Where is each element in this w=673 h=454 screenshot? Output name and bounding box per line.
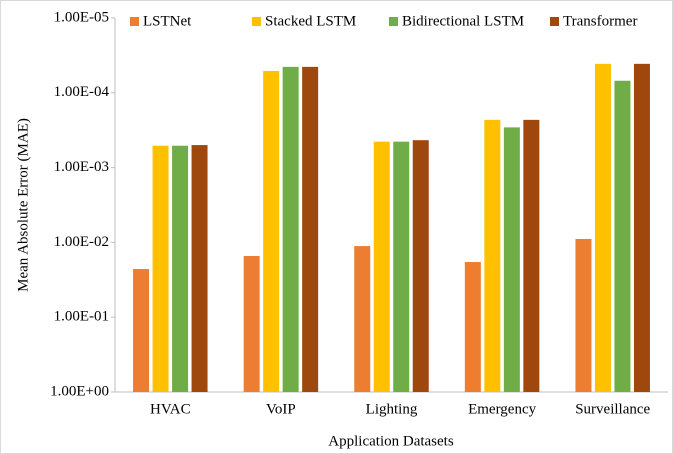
bar xyxy=(282,66,299,393)
bar xyxy=(302,66,319,393)
x-tick-label: Surveillance xyxy=(575,401,650,417)
y-tick-label: 1.00E-01 xyxy=(54,309,109,325)
x-tick-label: HVAC xyxy=(150,401,191,417)
bar xyxy=(172,145,189,392)
bar xyxy=(614,80,631,392)
legend-label: Stacked LSTM xyxy=(265,13,356,29)
y-tick-label: 1.00E-04 xyxy=(54,84,110,100)
bar xyxy=(263,70,280,393)
legend-swatch xyxy=(389,17,398,26)
legend-swatch xyxy=(252,17,261,26)
bar xyxy=(412,140,429,392)
bar xyxy=(575,238,592,392)
bar xyxy=(152,145,169,392)
bar xyxy=(191,145,208,392)
x-tick-label: Lighting xyxy=(366,401,418,417)
legend-label: Bidirectional LSTM xyxy=(402,13,524,29)
bar xyxy=(464,262,481,392)
bar xyxy=(373,141,390,392)
bar xyxy=(133,269,150,392)
y-tick-label: 1.00E-03 xyxy=(54,159,109,175)
x-axis-title: Application Datasets xyxy=(328,433,454,449)
x-tick-label: Emergency xyxy=(468,401,537,417)
y-tick-label: 1.00E-02 xyxy=(54,234,109,250)
x-tick-label: VoIP xyxy=(266,401,296,417)
bar xyxy=(523,119,540,392)
bar xyxy=(484,119,501,392)
y-tick-label: 1.00E-05 xyxy=(54,9,109,25)
bar xyxy=(503,127,520,393)
y-axis-title: Mean Absolute Error (MAE) xyxy=(15,118,31,292)
bar xyxy=(393,141,410,392)
bar xyxy=(633,63,650,392)
y-tick-label: 1.00E+00 xyxy=(50,383,109,399)
bar xyxy=(594,63,611,392)
legend-swatch xyxy=(130,17,139,26)
legend-swatch xyxy=(550,17,559,26)
bar xyxy=(354,246,371,392)
legend-label: Transformer xyxy=(563,13,637,29)
bar xyxy=(243,256,260,392)
legend-label: LSTNet xyxy=(143,13,192,29)
